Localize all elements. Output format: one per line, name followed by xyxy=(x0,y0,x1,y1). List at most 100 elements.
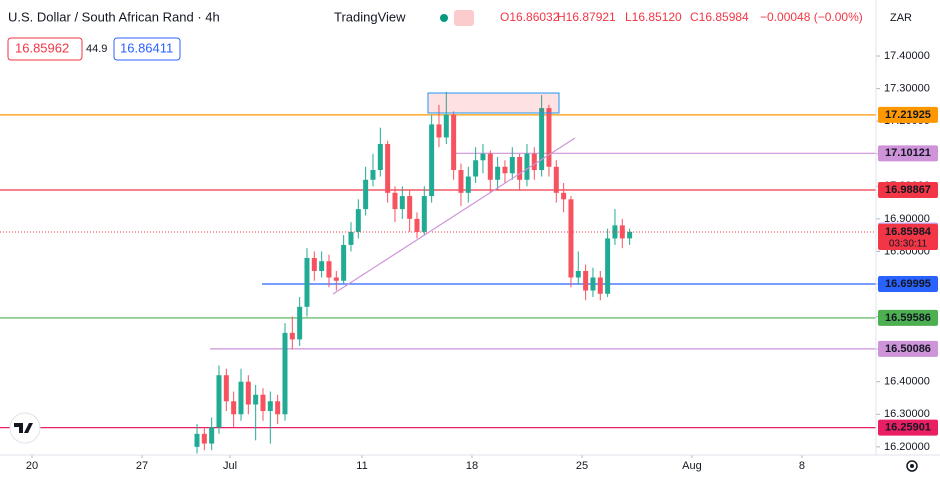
price-label xyxy=(878,276,938,293)
candle-body xyxy=(619,225,625,239)
candle-body xyxy=(253,394,259,405)
x-tick-label: 25 xyxy=(576,460,588,472)
price-label-text: 16.85984 xyxy=(885,226,932,238)
candle-body xyxy=(370,170,376,180)
candle-body xyxy=(524,153,530,180)
x-tick-label: 20 xyxy=(26,460,38,472)
candle-body xyxy=(209,427,215,444)
countdown: 03:30:11 xyxy=(889,239,928,250)
candle-body xyxy=(480,153,486,161)
ask-box[interactable] xyxy=(113,37,181,61)
ohlc-close: C16.85984 xyxy=(690,10,749,24)
candle-body xyxy=(487,153,493,180)
candle-body xyxy=(590,277,596,291)
candle-body xyxy=(238,381,244,415)
candle-body xyxy=(194,433,200,447)
candle-body xyxy=(275,401,281,415)
y-tick-label: 17.40000 xyxy=(884,50,930,62)
candle-body xyxy=(605,238,611,294)
source: TradingView xyxy=(334,9,406,24)
candle-body xyxy=(509,156,515,174)
candle-body xyxy=(216,375,222,428)
candle-body xyxy=(282,332,288,415)
candle-body xyxy=(260,394,266,412)
overlay: 17.2192517.1012116.9886716.8638316.69995… xyxy=(878,106,938,436)
y-tick-label: 16.80000 xyxy=(884,245,930,257)
bid-price: 16.85962 xyxy=(15,40,69,55)
candle-body xyxy=(429,124,435,197)
candle-body xyxy=(539,108,545,171)
candle-body xyxy=(495,166,501,180)
candle-body xyxy=(561,192,567,200)
candle-body xyxy=(392,192,398,210)
candle-body xyxy=(465,176,471,193)
candle-body xyxy=(297,306,303,340)
price-label xyxy=(878,419,938,436)
candle-body xyxy=(319,261,325,271)
candle-body xyxy=(289,332,295,340)
candle-body xyxy=(517,156,523,180)
candle-body xyxy=(568,199,574,278)
candle-body xyxy=(436,124,442,138)
candle-body xyxy=(421,196,427,232)
price-label-text: 16.50086 xyxy=(885,343,931,355)
price-label xyxy=(878,340,938,357)
candle-body xyxy=(575,270,581,278)
candle-body xyxy=(377,143,383,171)
candle-body xyxy=(223,375,229,402)
candle-body xyxy=(473,160,479,177)
ohlc-open: O16.86032 xyxy=(500,10,560,24)
ask-price: 16.86411 xyxy=(120,40,173,55)
candle-body xyxy=(231,401,237,415)
candle-body xyxy=(451,114,457,171)
candle-body xyxy=(627,231,633,239)
x-tick-label: 11 xyxy=(356,460,367,472)
candle-body xyxy=(385,143,391,193)
candle-body xyxy=(458,170,464,193)
bid-box[interactable] xyxy=(7,37,83,61)
x-tick-label: Jul xyxy=(223,460,237,472)
candle-body xyxy=(583,270,589,291)
price-label-text: 16.69995 xyxy=(885,278,931,290)
candle-body xyxy=(355,209,361,232)
candle-body xyxy=(414,218,420,232)
candle-body xyxy=(304,257,310,307)
candle-body xyxy=(311,257,317,271)
price-label-text: 17.21925 xyxy=(885,109,931,121)
candle-body xyxy=(612,225,618,239)
candle-body xyxy=(531,153,537,171)
ohlc-low: L16.85120 xyxy=(625,10,682,24)
x-tick-label: 8 xyxy=(799,460,805,472)
spread: 44.9 xyxy=(86,43,107,55)
candle-body xyxy=(553,166,559,193)
price-label-text: 16.25901 xyxy=(885,422,931,434)
y-tick-label: 17.30000 xyxy=(884,82,930,94)
candle-body xyxy=(407,196,413,219)
settings-icon[interactable] xyxy=(906,460,918,472)
candle-body xyxy=(245,381,251,405)
candle-body xyxy=(348,231,354,245)
price-label xyxy=(878,309,938,326)
ohlc-high: H16.87921 xyxy=(557,10,616,24)
y-tick-label: 16.90000 xyxy=(884,213,930,225)
y-tick-label: 16.30000 xyxy=(884,408,930,420)
x-tick-label: 27 xyxy=(136,460,148,472)
x-tick-label: 18 xyxy=(466,460,478,472)
candle-body xyxy=(333,277,339,281)
candle-body xyxy=(326,261,332,278)
y-tick-label: 16.40000 xyxy=(884,376,930,388)
rectangle-drawing xyxy=(427,92,560,114)
y-tick-label: 16.20000 xyxy=(884,441,930,453)
price-label-text: 16.59586 xyxy=(885,312,931,324)
trend-line xyxy=(332,137,576,295)
price-label xyxy=(878,145,938,162)
candle-body xyxy=(267,401,273,412)
tv-logo xyxy=(9,412,41,444)
price-label xyxy=(878,181,938,198)
x-tick-label: Aug xyxy=(682,460,702,472)
candle-body xyxy=(363,179,369,210)
candle-body xyxy=(546,108,552,167)
candle-body xyxy=(341,244,347,281)
